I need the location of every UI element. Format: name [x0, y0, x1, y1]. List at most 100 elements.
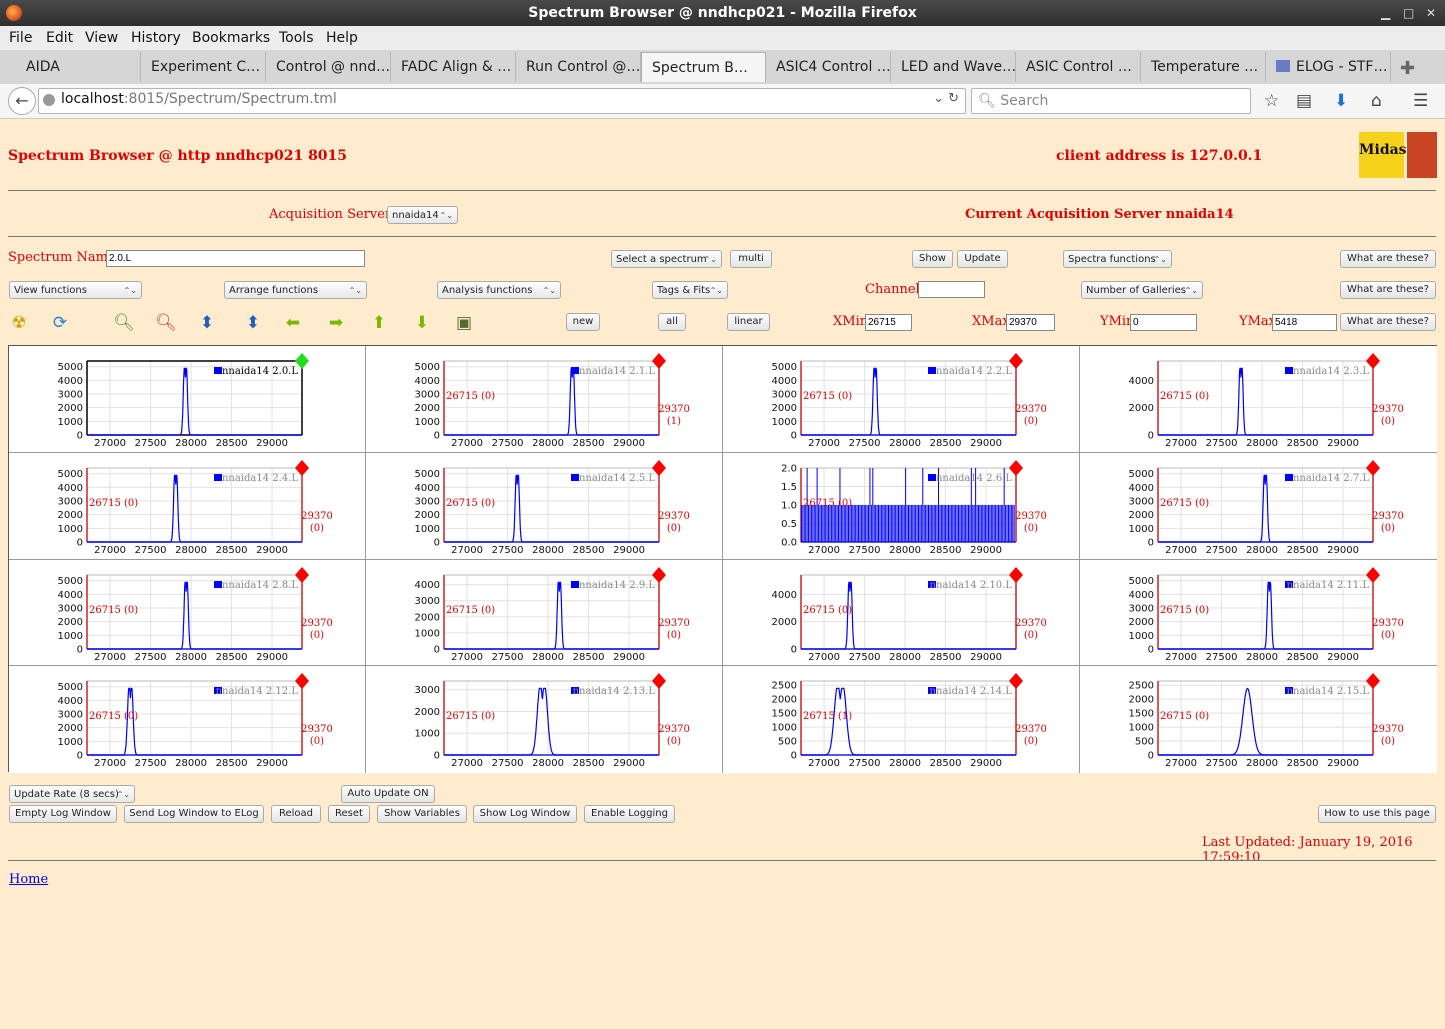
- tab-aida[interactable]: AIDA: [16, 52, 141, 82]
- menu-history[interactable]: History: [131, 30, 181, 46]
- ymin-input[interactable]: [1130, 314, 1197, 331]
- tab-experiment[interactable]: Experiment C…: [141, 52, 266, 82]
- spectrum-panel[interactable]: 27000 27500 28000 28500 29000 0 1000 2000 3000 40…: [366, 452, 723, 560]
- multi-button[interactable]: multi: [730, 250, 772, 268]
- unselected-marker-icon[interactable]: [1009, 673, 1023, 690]
- url-text[interactable]: localhost:8015/Spectrum/Spectrum.tml: [61, 91, 337, 107]
- spectrum-panel[interactable]: 27000 27500 28000 28500 29000 0 2000 4000 nnaida…: [723, 559, 1080, 667]
- unselected-marker-icon[interactable]: [295, 566, 309, 583]
- search-input[interactable]: 🔍︎ Search: [971, 88, 1251, 114]
- spectrum-panel[interactable]: 27000 27500 28000 28500 29000 0 1000 2000 3000 40…: [1080, 559, 1437, 667]
- unselected-marker-icon[interactable]: [652, 353, 666, 369]
- number-of-galleries-dropdown[interactable]: Number of Galleries: [1081, 281, 1203, 299]
- maximize-icon[interactable]: □: [1403, 6, 1415, 20]
- what-are-these-button[interactable]: What are these?: [1340, 313, 1436, 331]
- menu-edit[interactable]: Edit: [46, 30, 74, 46]
- tab-control[interactable]: Control @ nnd…: [266, 52, 391, 82]
- tags-fits-dropdown[interactable]: Tags & Fits: [652, 281, 728, 299]
- home-link[interactable]: Home: [9, 872, 49, 887]
- menu-bookmarks[interactable]: Bookmarks: [192, 30, 271, 46]
- minimize-icon[interactable]: ▁: [1381, 6, 1391, 20]
- spectrum-panel[interactable]: 27000 27500 28000 28500 29000 0 1000 2000 3000 40…: [9, 452, 366, 560]
- what-are-these-button[interactable]: What are these?: [1340, 250, 1436, 268]
- arrow-right-icon[interactable]: ➡: [328, 313, 344, 333]
- how-to-use-button[interactable]: How to use this page: [1318, 805, 1436, 823]
- spectrum-panel[interactable]: 27000 27500 28000 28500 29000 0 1000 2000 3000 nn…: [366, 666, 723, 773]
- tab-asic4-control[interactable]: ASIC4 Control …: [766, 52, 891, 82]
- reset-button[interactable]: Reset: [328, 805, 370, 823]
- select-spectrum-dropdown[interactable]: Select a spectrum: [611, 250, 722, 268]
- spectrum-panel[interactable]: 27000 27500 28000 28500 29000 0 1000 2000 3000 40…: [9, 346, 366, 453]
- unselected-marker-icon[interactable]: [652, 566, 666, 583]
- arrow-left-icon[interactable]: ⬅: [285, 313, 301, 333]
- tab-temperature[interactable]: Temperature …: [1141, 52, 1266, 82]
- show-button[interactable]: Show: [912, 250, 953, 268]
- unselected-marker-icon[interactable]: [1009, 566, 1023, 583]
- ymax-input[interactable]: [1272, 314, 1337, 331]
- unselected-marker-icon[interactable]: [652, 673, 666, 690]
- spectrum-panel[interactable]: 27000 27500 28000 28500 29000 0.0 0.5 1.0 1.5 2.0…: [723, 452, 1080, 560]
- update-button[interactable]: Update: [957, 250, 1008, 268]
- unselected-marker-icon[interactable]: [1009, 459, 1023, 476]
- tab-run-control[interactable]: Run Control @…: [516, 52, 641, 82]
- expand-vertical-icon[interactable]: ⬍: [199, 313, 215, 333]
- unselected-marker-icon[interactable]: [1366, 673, 1380, 690]
- show-variables-button[interactable]: Show Variables: [377, 805, 467, 823]
- tab-elog[interactable]: ELOG - STF…: [1266, 52, 1391, 82]
- linear-button[interactable]: linear: [727, 313, 770, 331]
- spectrum-panel[interactable]: 27000 27500 28000 28500 29000 0 500 1000 1500 200…: [1080, 666, 1437, 773]
- xmin-input[interactable]: [865, 314, 912, 331]
- bookmark-star-icon[interactable]: ☆: [1264, 91, 1280, 111]
- arrow-down-icon[interactable]: ⬇: [414, 313, 430, 333]
- new-button[interactable]: new: [566, 313, 600, 331]
- tab-led-wave[interactable]: LED and Wave…: [891, 52, 1016, 82]
- reload-button[interactable]: Reload: [271, 805, 321, 823]
- unselected-marker-icon[interactable]: [1366, 566, 1380, 583]
- unselected-marker-icon[interactable]: [652, 459, 666, 476]
- radiation-icon[interactable]: ☢: [11, 313, 27, 333]
- zoom-out-icon[interactable]: 🔍︎: [155, 313, 177, 333]
- spectrum-panel[interactable]: 27000 27500 28000 28500 29000 0 1000 2000 3000 40…: [723, 346, 1080, 453]
- spectrum-panel[interactable]: 27000 27500 28000 28500 29000 0 1000 2000 3000 40…: [9, 666, 366, 773]
- spectrum-panel[interactable]: 27000 27500 28000 28500 29000 0 500 1000 1500 200…: [723, 666, 1080, 773]
- unselected-marker-icon[interactable]: [295, 459, 309, 476]
- enable-logging-button[interactable]: Enable Logging: [584, 805, 675, 823]
- analysis-functions-dropdown[interactable]: Analysis functions: [437, 281, 561, 299]
- update-rate-dropdown[interactable]: Update Rate (8 secs): [9, 785, 135, 803]
- home-icon[interactable]: ⌂: [1371, 91, 1382, 111]
- view-functions-dropdown[interactable]: View functions: [9, 281, 142, 299]
- unselected-marker-icon[interactable]: [1009, 353, 1023, 369]
- menu-help[interactable]: Help: [326, 30, 358, 46]
- selected-marker-icon[interactable]: [295, 353, 309, 369]
- spectrum-panel[interactable]: 27000 27500 28000 28500 29000 0 1000 2000 3000 40…: [366, 559, 723, 667]
- unselected-marker-icon[interactable]: [1366, 459, 1380, 476]
- spectrum-name-input[interactable]: [106, 250, 365, 267]
- compress-vertical-icon[interactable]: ⬍: [245, 313, 261, 333]
- what-are-these-button[interactable]: What are these?: [1340, 281, 1436, 299]
- reload-icon[interactable]: ⌄ ↻: [933, 91, 959, 106]
- image-export-icon[interactable]: ▣: [455, 313, 473, 333]
- zoom-in-icon[interactable]: 🔍︎: [113, 313, 135, 333]
- spectrum-panel[interactable]: 27000 27500 28000 28500 29000 0 2000 4000 nnaida…: [1080, 346, 1437, 453]
- url-bar[interactable]: localhost:8015/Spectrum/Spectrum.tml ⌄ ↻: [38, 88, 966, 114]
- tab-spectrum-browser[interactable]: Spectrum B…: [641, 52, 766, 82]
- spectrum-panel[interactable]: 27000 27500 28000 28500 29000 0 1000 2000 3000 40…: [1080, 452, 1437, 560]
- menu-file[interactable]: File: [9, 30, 33, 46]
- spectrum-panel[interactable]: 27000 27500 28000 28500 29000 0 1000 2000 3000 40…: [366, 346, 723, 453]
- new-tab-icon[interactable]: ✚: [1400, 58, 1416, 79]
- show-log-window-button[interactable]: Show Log Window: [473, 805, 577, 823]
- back-arrow-icon[interactable]: ←: [8, 87, 36, 115]
- menu-tools[interactable]: Tools: [279, 30, 314, 46]
- arrow-up-icon[interactable]: ⬆: [371, 313, 387, 333]
- tab-fadc-align[interactable]: FADC Align & …: [391, 52, 516, 82]
- arrange-functions-dropdown[interactable]: Arrange functions: [224, 281, 367, 299]
- auto-update-button[interactable]: Auto Update ON: [341, 785, 435, 803]
- close-icon[interactable]: ✕: [1426, 6, 1437, 20]
- all-button[interactable]: all: [658, 313, 686, 331]
- spectrum-panel[interactable]: 27000 27500 28000 28500 29000 0 1000 2000 3000 40…: [9, 559, 366, 667]
- unselected-marker-icon[interactable]: [295, 673, 309, 690]
- send-log-to-elog-button[interactable]: Send Log Window to ELog: [124, 805, 264, 823]
- unselected-marker-icon[interactable]: [1366, 353, 1380, 369]
- menu-view[interactable]: View: [85, 30, 119, 46]
- spectra-functions-dropdown[interactable]: Spectra functions: [1063, 250, 1172, 268]
